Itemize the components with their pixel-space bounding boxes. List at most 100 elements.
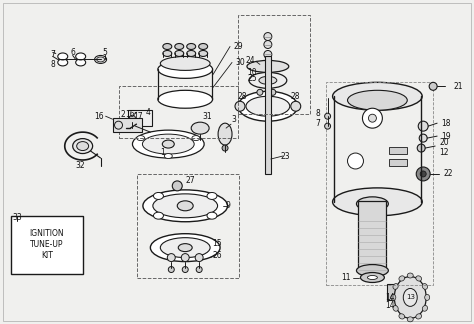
Ellipse shape <box>58 53 68 60</box>
Ellipse shape <box>143 190 228 222</box>
Ellipse shape <box>416 276 421 281</box>
Text: 22: 22 <box>443 169 453 179</box>
Ellipse shape <box>158 90 213 108</box>
Circle shape <box>168 267 174 272</box>
Ellipse shape <box>178 244 192 252</box>
Ellipse shape <box>142 134 194 154</box>
Circle shape <box>419 134 427 142</box>
Circle shape <box>291 101 301 111</box>
Ellipse shape <box>154 212 164 219</box>
Bar <box>326 82 433 285</box>
Ellipse shape <box>333 82 422 110</box>
Ellipse shape <box>150 234 220 261</box>
Ellipse shape <box>175 43 184 50</box>
Ellipse shape <box>137 136 145 141</box>
Bar <box>11 216 82 273</box>
Text: 8: 8 <box>50 60 55 69</box>
Circle shape <box>196 267 202 272</box>
Ellipse shape <box>207 212 217 219</box>
Text: 21: 21 <box>453 82 463 91</box>
Text: 5: 5 <box>102 48 107 57</box>
Circle shape <box>270 89 276 95</box>
Ellipse shape <box>177 201 193 211</box>
Text: Boats.net: Boats.net <box>276 151 323 177</box>
Ellipse shape <box>259 76 277 84</box>
Ellipse shape <box>162 140 174 148</box>
Text: 11: 11 <box>341 273 350 282</box>
Ellipse shape <box>163 43 172 50</box>
Text: 7: 7 <box>315 119 320 128</box>
Ellipse shape <box>97 57 105 62</box>
Circle shape <box>418 121 428 131</box>
Ellipse shape <box>76 53 86 60</box>
Ellipse shape <box>422 284 428 289</box>
Text: 6: 6 <box>70 48 75 57</box>
Circle shape <box>417 144 425 152</box>
Text: 29: 29 <box>233 42 243 51</box>
Text: 24: 24 <box>245 56 255 65</box>
Circle shape <box>363 108 383 128</box>
Ellipse shape <box>154 192 164 200</box>
Text: 12: 12 <box>439 147 448 156</box>
Circle shape <box>129 115 136 121</box>
Ellipse shape <box>416 314 421 319</box>
Text: 8: 8 <box>315 109 320 118</box>
Ellipse shape <box>192 136 200 141</box>
Ellipse shape <box>187 43 196 50</box>
Text: 33: 33 <box>12 213 22 222</box>
Ellipse shape <box>199 51 208 56</box>
Ellipse shape <box>356 265 388 276</box>
Text: KIT: KIT <box>41 251 53 260</box>
Circle shape <box>325 123 330 129</box>
Text: 17: 17 <box>134 112 143 121</box>
Ellipse shape <box>360 272 384 283</box>
Ellipse shape <box>175 51 184 56</box>
Text: 28: 28 <box>237 92 247 101</box>
Circle shape <box>429 82 437 90</box>
Bar <box>118 86 238 138</box>
Text: 14: 14 <box>385 301 395 310</box>
Ellipse shape <box>407 317 413 322</box>
Circle shape <box>127 120 135 128</box>
Circle shape <box>222 145 228 151</box>
Ellipse shape <box>160 56 210 70</box>
Circle shape <box>264 51 272 58</box>
Ellipse shape <box>333 188 422 216</box>
Circle shape <box>182 267 188 272</box>
Text: 16: 16 <box>94 112 104 121</box>
Text: 20: 20 <box>439 138 449 146</box>
Ellipse shape <box>391 295 396 300</box>
Bar <box>389 159 407 166</box>
Ellipse shape <box>73 139 92 154</box>
Text: 32: 32 <box>76 161 85 170</box>
Bar <box>238 15 310 114</box>
Ellipse shape <box>158 61 213 78</box>
Circle shape <box>264 32 272 40</box>
Text: Boats.net: Boats.net <box>206 116 254 142</box>
Text: 28: 28 <box>290 92 300 101</box>
Ellipse shape <box>160 238 210 258</box>
Bar <box>128 110 152 126</box>
Ellipse shape <box>367 275 377 280</box>
Ellipse shape <box>356 197 388 211</box>
Bar <box>358 201 386 271</box>
Circle shape <box>167 254 175 261</box>
Ellipse shape <box>393 306 398 311</box>
Circle shape <box>115 121 122 129</box>
Ellipse shape <box>191 122 209 134</box>
Text: 16: 16 <box>126 110 135 119</box>
Circle shape <box>195 254 203 261</box>
Ellipse shape <box>347 90 407 110</box>
Bar <box>137 174 239 277</box>
Ellipse shape <box>399 314 405 319</box>
Text: 26: 26 <box>212 251 222 260</box>
Text: 9: 9 <box>225 201 230 210</box>
Ellipse shape <box>403 288 417 307</box>
Ellipse shape <box>163 51 172 56</box>
Text: 14: 14 <box>385 293 395 302</box>
Circle shape <box>325 113 330 119</box>
Text: 1: 1 <box>160 147 164 156</box>
Text: TUNE-UP: TUNE-UP <box>30 240 64 249</box>
Text: 15: 15 <box>212 239 222 248</box>
Ellipse shape <box>77 142 89 151</box>
